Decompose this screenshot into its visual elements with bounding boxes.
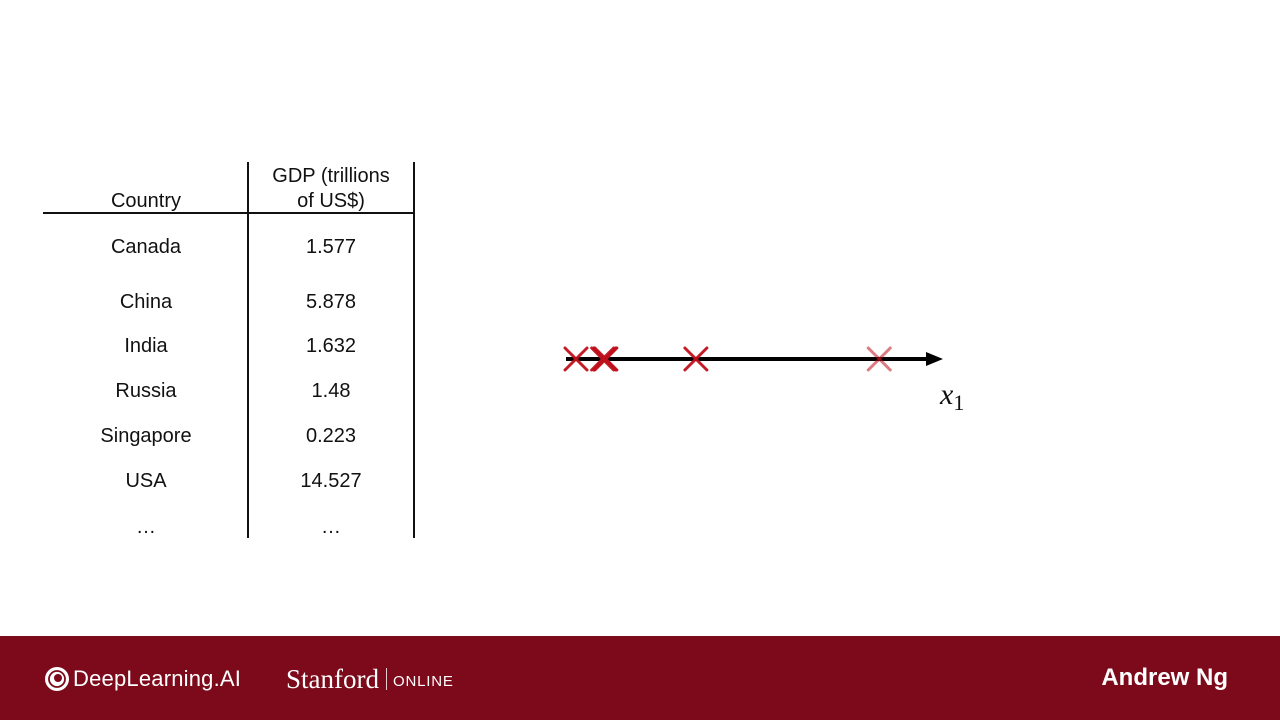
deeplearning-label: DeepLearning.AI bbox=[73, 666, 242, 691]
x-axis-label-main: x bbox=[939, 378, 954, 411]
header-gdp-line2: of US$) bbox=[297, 190, 365, 212]
cell-gdp: 1.48 bbox=[311, 380, 351, 402]
footer-bar: DeepLearning.AI Stanford ONLINE Andrew N… bbox=[0, 636, 1280, 720]
header-divider bbox=[43, 212, 415, 214]
cell-country: Russia bbox=[115, 380, 177, 402]
table-right-border bbox=[413, 162, 415, 538]
cell-country: USA bbox=[125, 470, 167, 492]
cell-gdp: … bbox=[321, 516, 341, 538]
cell-country: China bbox=[119, 291, 173, 313]
x-axis-arrowhead bbox=[926, 352, 943, 366]
brand-separator bbox=[385, 668, 387, 690]
x-axis-label: x1 bbox=[939, 378, 964, 415]
stanford-label: Stanford bbox=[286, 663, 379, 694]
header-gdp: GDP (trillions of US$) bbox=[248, 164, 414, 214]
column-divider bbox=[247, 162, 249, 538]
number-line-plot: x1 bbox=[563, 346, 964, 415]
cell-country: Canada bbox=[110, 236, 182, 258]
cell-country: India bbox=[124, 335, 168, 357]
data-points bbox=[563, 346, 892, 372]
data-point-marker bbox=[683, 346, 709, 372]
x-axis-label-subscript: 1 bbox=[953, 390, 964, 415]
cell-gdp: 0.223 bbox=[305, 425, 357, 447]
data-point-marker bbox=[593, 346, 619, 372]
cell-country: Singapore bbox=[100, 425, 192, 447]
stanford-online-brand: Stanford ONLINE bbox=[286, 663, 454, 695]
deeplearning-brand: DeepLearning.AI bbox=[44, 665, 241, 693]
cell-country: … bbox=[136, 516, 156, 538]
cell-gdp: 1.632 bbox=[305, 335, 357, 357]
cell-gdp: 5.878 bbox=[305, 291, 357, 313]
header-country: Country bbox=[110, 190, 182, 212]
deeplearning-logo-icon bbox=[45, 667, 69, 691]
cell-gdp: 14.527 bbox=[300, 470, 362, 492]
presenter-name: Andrew Ng bbox=[1101, 664, 1228, 691]
online-label: ONLINE bbox=[392, 672, 454, 690]
data-point-marker bbox=[563, 346, 589, 372]
data-point-marker bbox=[866, 346, 892, 372]
gdp-table: Country GDP (trillions of US$) Canada 1.… bbox=[0, 0, 460, 600]
header-gdp-line1: GDP (trillions bbox=[272, 165, 390, 187]
cell-gdp: 1.577 bbox=[305, 236, 357, 258]
